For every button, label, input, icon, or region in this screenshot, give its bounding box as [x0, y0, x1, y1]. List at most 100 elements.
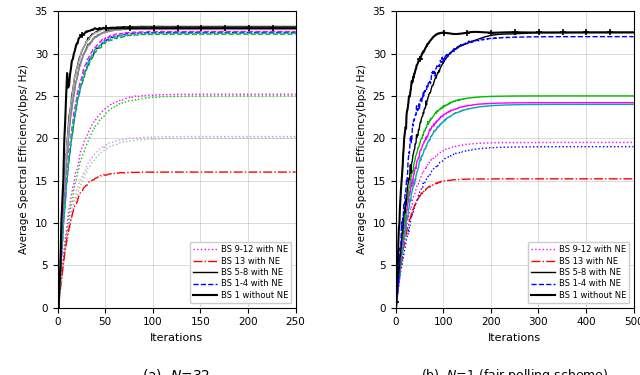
- BS 1-4 with NE: [93, 46, 101, 51]
- BS 1 without NE: [588, 30, 595, 34]
- BS 1 without NE: [392, 300, 400, 304]
- BS 1-4 with NE: [392, 304, 400, 309]
- BS 13 with NE: [284, 170, 291, 174]
- BS 13 with NE: [625, 177, 632, 181]
- BS 1-4 with NE: [506, 35, 514, 39]
- BS 13 with NE: [502, 177, 510, 181]
- BS 1 without NE: [54, 307, 62, 311]
- Line: BS 1-4 with NE: BS 1-4 with NE: [396, 37, 634, 306]
- BS 13 with NE: [153, 170, 161, 174]
- BS 1-4 with NE: [153, 30, 161, 35]
- X-axis label: Iterations: Iterations: [150, 333, 203, 343]
- BS 9-12 with NE: [534, 140, 541, 145]
- BS 1 without NE: [534, 30, 541, 34]
- Legend: BS 9-12 with NE, BS 13 with NE, BS 5-8 with NE, BS 1-4 with NE, BS 1 without NE: BS 9-12 with NE, BS 13 with NE, BS 5-8 w…: [190, 242, 291, 303]
- Line: BS 1 without NE: BS 1 without NE: [58, 28, 296, 309]
- BS 1-4 with NE: [521, 34, 529, 39]
- BS 9-12 with NE: [630, 140, 637, 145]
- BS 1-4 with NE: [165, 30, 173, 34]
- BS 1-4 with NE: [591, 34, 598, 39]
- BS 9-12 with NE: [506, 140, 513, 145]
- Line: BS 13 with NE: BS 13 with NE: [396, 179, 634, 307]
- BS 9-12 with NE: [629, 140, 637, 145]
- X-axis label: Iterations: Iterations: [488, 333, 541, 343]
- BS 9-12 with NE: [218, 92, 226, 96]
- BS 5-8 with NE: [392, 305, 400, 309]
- BS 5-8 with NE: [292, 24, 300, 29]
- BS 5-8 with NE: [54, 305, 62, 310]
- BS 1 without NE: [99, 26, 107, 30]
- Line: BS 13 with NE: BS 13 with NE: [58, 172, 296, 305]
- BS 5-8 with NE: [506, 32, 514, 36]
- Line: BS 5-8 with NE: BS 5-8 with NE: [58, 26, 296, 308]
- BS 5-8 with NE: [587, 30, 595, 34]
- Text: (b)  $N$=1 (fair polling scheme): (b) $N$=1 (fair polling scheme): [421, 367, 608, 375]
- BS 1 without NE: [154, 26, 161, 30]
- BS 1-4 with NE: [630, 34, 637, 39]
- BS 9-12 with NE: [625, 140, 632, 145]
- BS 1 without NE: [625, 30, 632, 34]
- BS 1 without NE: [284, 26, 291, 30]
- BS 1-4 with NE: [587, 34, 595, 39]
- BS 13 with NE: [150, 170, 157, 174]
- BS 1 without NE: [521, 30, 529, 35]
- BS 1-4 with NE: [284, 30, 291, 34]
- BS 13 with NE: [521, 177, 529, 181]
- BS 1-4 with NE: [193, 30, 200, 34]
- Y-axis label: Average Spectral Efficiency(bps/ Hz): Average Spectral Efficiency(bps/ Hz): [19, 64, 29, 254]
- BS 1-4 with NE: [534, 34, 541, 39]
- Line: BS 1 without NE: BS 1 without NE: [396, 32, 634, 302]
- BS 1 without NE: [193, 26, 200, 30]
- BS 13 with NE: [54, 303, 62, 307]
- BS 1 without NE: [630, 30, 637, 34]
- BS 1 without NE: [292, 26, 300, 30]
- BS 5-8 with NE: [521, 31, 529, 36]
- BS 5-8 with NE: [627, 30, 635, 34]
- BS 13 with NE: [630, 177, 637, 181]
- BS 9-12 with NE: [507, 140, 515, 145]
- BS 1-4 with NE: [220, 30, 227, 34]
- BS 1 without NE: [220, 26, 227, 30]
- BS 1 without NE: [506, 30, 513, 34]
- BS 9-12 with NE: [292, 92, 300, 96]
- BS 5-8 with NE: [93, 28, 101, 33]
- Legend: BS 9-12 with NE, BS 13 with NE, BS 5-8 with NE, BS 1-4 with NE, BS 1 without NE: BS 9-12 with NE, BS 13 with NE, BS 5-8 w…: [528, 242, 629, 303]
- BS 5-8 with NE: [534, 30, 541, 35]
- BS 9-12 with NE: [192, 92, 200, 96]
- BS 9-12 with NE: [588, 140, 595, 145]
- BS 13 with NE: [506, 177, 513, 181]
- BS 9-12 with NE: [54, 303, 62, 307]
- Line: BS 1-4 with NE: BS 1-4 with NE: [58, 32, 296, 308]
- BS 5-8 with NE: [220, 24, 227, 29]
- BS 1 without NE: [93, 27, 101, 32]
- BS 13 with NE: [220, 170, 227, 174]
- BS 9-12 with NE: [150, 93, 157, 97]
- BS 1-4 with NE: [150, 30, 157, 35]
- BS 1 without NE: [151, 26, 159, 30]
- BS 9-12 with NE: [392, 305, 400, 309]
- BS 5-8 with NE: [284, 24, 291, 29]
- BS 5-8 with NE: [624, 30, 632, 34]
- BS 1-4 with NE: [54, 305, 62, 310]
- BS 1 without NE: [472, 30, 480, 34]
- BS 13 with NE: [534, 177, 541, 181]
- BS 9-12 with NE: [93, 115, 101, 119]
- BS 13 with NE: [507, 177, 515, 181]
- BS 13 with NE: [588, 177, 595, 181]
- BS 9-12 with NE: [393, 305, 401, 310]
- BS 13 with NE: [93, 175, 101, 180]
- BS 1 without NE: [507, 30, 515, 34]
- BS 1-4 with NE: [505, 35, 513, 40]
- Line: BS 5-8 with NE: BS 5-8 with NE: [396, 32, 634, 307]
- Y-axis label: Average Spectral Efficiency(bps/ Hz): Average Spectral Efficiency(bps/ Hz): [357, 64, 367, 254]
- BS 13 with NE: [392, 304, 400, 309]
- BS 9-12 with NE: [521, 140, 529, 145]
- BS 5-8 with NE: [155, 24, 163, 28]
- Text: (a)  $N$=32: (a) $N$=32: [143, 367, 211, 375]
- BS 5-8 with NE: [630, 30, 637, 34]
- BS 9-12 with NE: [284, 92, 291, 96]
- BS 9-12 with NE: [153, 93, 161, 97]
- BS 1-4 with NE: [292, 30, 300, 34]
- Line: BS 9-12 with NE: BS 9-12 with NE: [58, 94, 296, 305]
- BS 5-8 with NE: [193, 24, 200, 29]
